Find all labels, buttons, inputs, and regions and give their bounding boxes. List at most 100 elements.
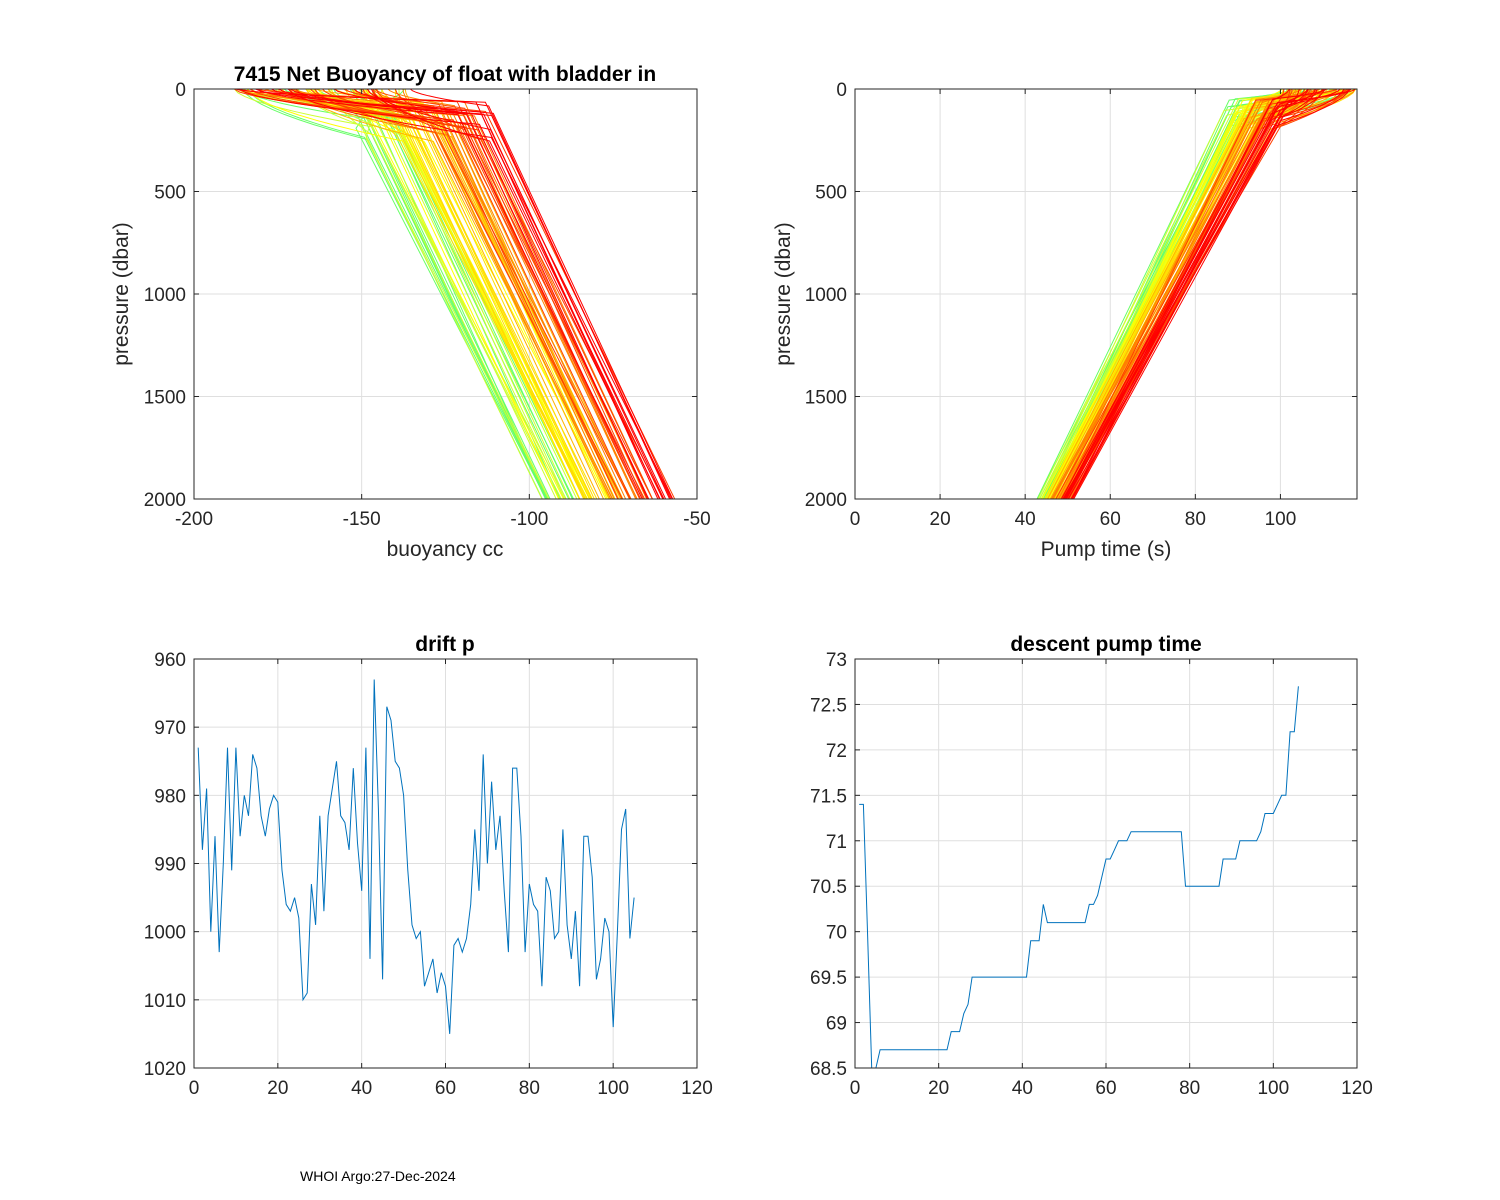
buoyancy-profile-line	[410, 89, 671, 499]
drift_p-ytick-label: 1020	[144, 1059, 186, 1080]
buoyancy-profile-line	[344, 89, 676, 499]
buoyancy-profile-line	[345, 89, 593, 499]
pumptime-xtick-label: 40	[1015, 509, 1036, 530]
buoyancy-ytick-label: 1000	[144, 285, 186, 306]
pumptime-xtick-label: 100	[1265, 509, 1297, 530]
pumptime-profile-line	[1067, 89, 1345, 499]
buoyancy-xtick-label: -100	[510, 509, 548, 530]
descent-pump-title: descent pump time	[1010, 633, 1201, 656]
drift-p-title: drift p	[415, 633, 474, 656]
buoyancy-profile-line	[277, 89, 610, 499]
descent_pump-xtick-label: 0	[850, 1078, 861, 1099]
descent_pump-ytick-label: 70	[826, 923, 847, 944]
buoyancy-profile-line	[333, 89, 674, 499]
pumptime-profile-line	[1055, 89, 1349, 499]
pumptime-profile-line	[1073, 89, 1325, 499]
buoyancy-ylabel: pressure (dbar)	[110, 222, 133, 366]
drift_p-ytick-label: 1010	[144, 991, 186, 1012]
pumptime-xtick-label: 20	[930, 509, 951, 530]
descent_pump-ytick-label: 73	[826, 650, 847, 671]
descent_pump-data	[859, 686, 1299, 1068]
pumptime-xlabel: Pump time (s)	[1041, 538, 1172, 561]
drift_p-xtick-label: 40	[351, 1078, 372, 1099]
buoyancy-profile-line	[295, 89, 614, 499]
drift_p-series-line	[197, 679, 635, 1034]
buoyancy-xtick-label: -150	[343, 509, 381, 530]
pumptime-profile-line	[1063, 89, 1327, 499]
footer-text: WHOI Argo:27-Dec-2024	[300, 1168, 456, 1184]
descent_pump-xtick-label: 60	[1095, 1078, 1116, 1099]
descent_pump-xtick-label: 40	[1012, 1078, 1033, 1099]
pumptime-ytick-label: 500	[815, 183, 847, 204]
drift_p-ytick-label: 970	[154, 718, 186, 739]
buoyancy-profile-line	[366, 89, 667, 499]
buoyancy-profile-line	[292, 89, 615, 499]
descent_pump-xtick-label: 80	[1179, 1078, 1200, 1099]
pumptime-ytick-label: 2000	[805, 490, 847, 511]
descent-pump-plot: descent pump time 0 20 40 60 80 100 120 68.5 69 6…	[810, 633, 1373, 1099]
buoyancy-profile-line	[257, 89, 643, 499]
descent_pump-series-line	[859, 686, 1299, 1068]
buoyancy-data	[233, 89, 676, 499]
descent_pump-ytick-label: 69.5	[810, 968, 847, 989]
pumptime-xtick-label: 0	[850, 509, 861, 530]
pumptime-ylabel: pressure (dbar)	[772, 222, 795, 366]
descent_pump-ytick-label: 71.5	[810, 786, 847, 807]
buoyancy-profile-line	[247, 89, 548, 499]
drift_p-xtick-label: 20	[267, 1078, 288, 1099]
descent_pump-xtick-label: 100	[1257, 1078, 1289, 1099]
buoyancy-ytick-label: 2000	[144, 490, 186, 511]
buoyancy-xtick-label: -50	[683, 509, 710, 530]
drift_p-ytick-label: 990	[154, 855, 186, 876]
buoyancy-xlabel: buoyancy cc	[387, 538, 504, 561]
pumptime-profile-line	[1071, 89, 1341, 499]
drift-p-plot: drift p 0 20 40 60 80 100 120 960 970 980 990 1000 1…	[144, 633, 713, 1099]
drift_p-ytick-label: 980	[154, 786, 186, 807]
descent_pump-xtick-label: 20	[928, 1078, 949, 1099]
buoyancy-ytick-label: 0	[175, 80, 186, 101]
descent_pump-ytick-label: 68.5	[810, 1059, 847, 1080]
descent_pump-xtick-label: 120	[1341, 1078, 1373, 1099]
buoyancy-profile-line	[242, 89, 543, 499]
pumptime-profile-line	[1064, 89, 1309, 499]
descent_pump-ytick-label: 71	[826, 832, 847, 853]
pumptime-profile-line	[1063, 89, 1308, 499]
buoyancy-profile-line	[239, 89, 661, 499]
pumptime-profile-line	[1058, 89, 1321, 499]
drift_p-xtick-label: 100	[597, 1078, 629, 1099]
pumptime-data	[1036, 89, 1357, 499]
pumptime-profile-line	[1068, 89, 1291, 499]
buoyancy-profile-line	[247, 89, 589, 499]
buoyancy-profile-line	[322, 89, 619, 499]
pumptime-ytick-label: 0	[836, 80, 847, 101]
buoyancy-ytick-label: 500	[154, 183, 186, 204]
pumptime-plot: Pump time (s) pressure (dbar) 0 20 40 60 80 1…	[772, 80, 1358, 561]
descent_pump-ytick-label: 72	[826, 741, 847, 762]
drift_p-xtick-label: 120	[681, 1078, 713, 1099]
pumptime-profile-line	[1064, 89, 1350, 499]
pumptime-profile-line	[1071, 89, 1318, 499]
drift_p-xtick-label: 60	[435, 1078, 456, 1099]
drift_p-ytick-label: 960	[154, 650, 186, 671]
buoyancy-profile-line	[234, 89, 562, 499]
pumptime-profile-line	[1066, 89, 1293, 499]
buoyancy-plot: 7415 Net Buoyancy of float with bladder …	[110, 63, 711, 561]
descent_pump-ytick-label: 69	[826, 1014, 847, 1035]
drift_p-data	[197, 679, 635, 1034]
drift_p-xtick-label: 0	[189, 1078, 200, 1099]
drift_p-ytick-label: 1000	[144, 923, 186, 944]
descent_pump-ytick-label: 70.5	[810, 877, 847, 898]
pumptime-ytick-label: 1500	[805, 388, 847, 409]
buoyancy-profile-line	[387, 89, 637, 499]
pumptime-ytick-label: 1000	[805, 285, 847, 306]
buoyancy-title: 7415 Net Buoyancy of float with bladder …	[234, 63, 656, 86]
buoyancy-profile-line	[271, 89, 672, 499]
drift_p-xtick-label: 80	[519, 1078, 540, 1099]
descent_pump-ytick-label: 72.5	[810, 695, 847, 716]
pumptime-xtick-label: 60	[1100, 509, 1121, 530]
pumptime-profile-line	[1062, 89, 1324, 499]
buoyancy-ytick-label: 1500	[144, 388, 186, 409]
buoyancy-xtick-label: -200	[175, 509, 213, 530]
pumptime-xtick-label: 80	[1185, 509, 1206, 530]
